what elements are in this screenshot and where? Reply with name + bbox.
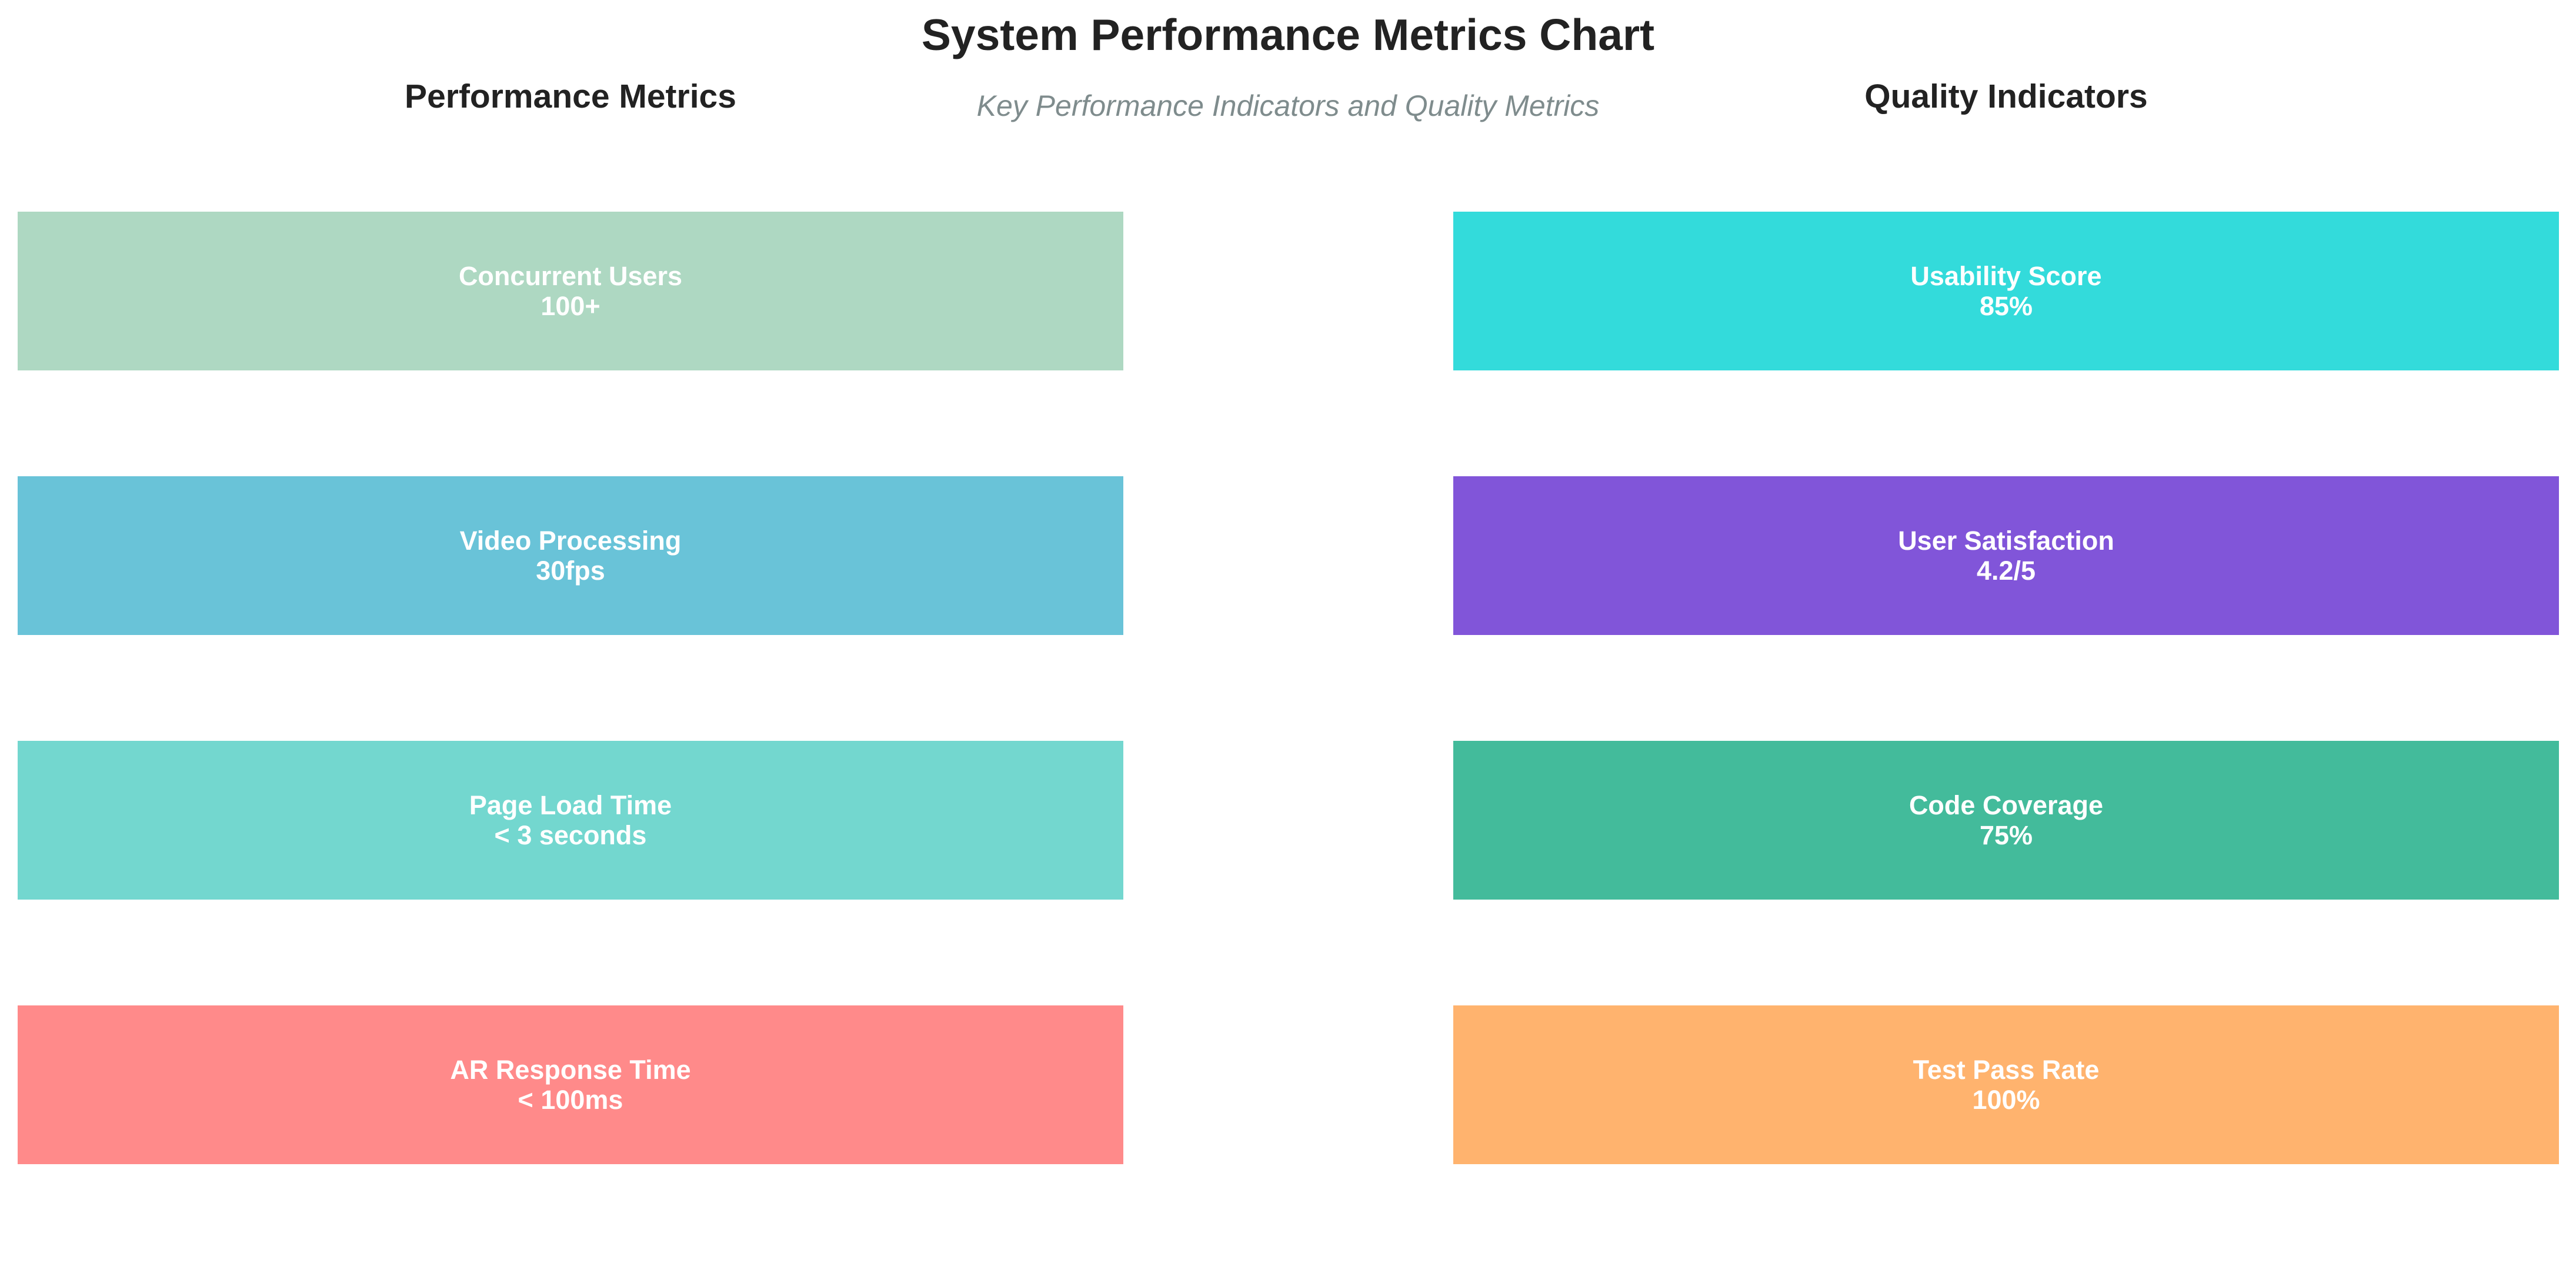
metric-label: Concurrent Users — [458, 261, 683, 291]
quality-indicators-panel-title: Quality Indicators — [1864, 78, 2148, 115]
metric-label: AR Response Time — [450, 1055, 691, 1085]
metric-value: 100+ — [540, 291, 600, 321]
metric-box-user-satisfaction: User Satisfaction 4.2/5 — [1453, 476, 2559, 635]
quality-indicators-panel: Usability Score 85% User Satisfaction 4.… — [1453, 212, 2559, 1270]
metric-value: < 3 seconds — [494, 820, 647, 850]
metric-value: 85% — [1979, 291, 2033, 321]
metric-box-ar-response-time: AR Response Time < 100ms — [18, 1005, 1123, 1164]
metric-box-concurrent-users: Concurrent Users 100+ — [18, 212, 1123, 370]
metric-value: 30fps — [536, 556, 605, 586]
metric-value: 75% — [1979, 820, 2033, 850]
metric-value: < 100ms — [518, 1085, 623, 1115]
metric-label: Usability Score — [1910, 261, 2102, 291]
performance-metrics-panel: Concurrent Users 100+ Video Processing 3… — [18, 212, 1123, 1270]
metric-label: Video Processing — [459, 526, 682, 556]
metric-box-page-load-time: Page Load Time < 3 seconds — [18, 741, 1123, 900]
metric-box-code-coverage: Code Coverage 75% — [1453, 741, 2559, 900]
metric-value: 100% — [1972, 1085, 2040, 1115]
metric-value: 4.2/5 — [1976, 556, 2036, 586]
metric-label: Page Load Time — [469, 790, 672, 820]
chart-title: System Performance Metrics Chart — [921, 10, 1655, 59]
metric-label: User Satisfaction — [1898, 526, 2114, 556]
chart-subtitle: Key Performance Indicators and Quality M… — [976, 89, 1600, 122]
metric-label: Code Coverage — [1908, 790, 2104, 820]
metric-box-test-pass-rate: Test Pass Rate 100% — [1453, 1005, 2559, 1164]
metric-label: Test Pass Rate — [1913, 1055, 2100, 1085]
performance-metrics-panel-title: Performance Metrics — [405, 78, 736, 115]
metric-box-video-processing: Video Processing 30fps — [18, 476, 1123, 635]
metric-box-usability-score: Usability Score 85% — [1453, 212, 2559, 370]
